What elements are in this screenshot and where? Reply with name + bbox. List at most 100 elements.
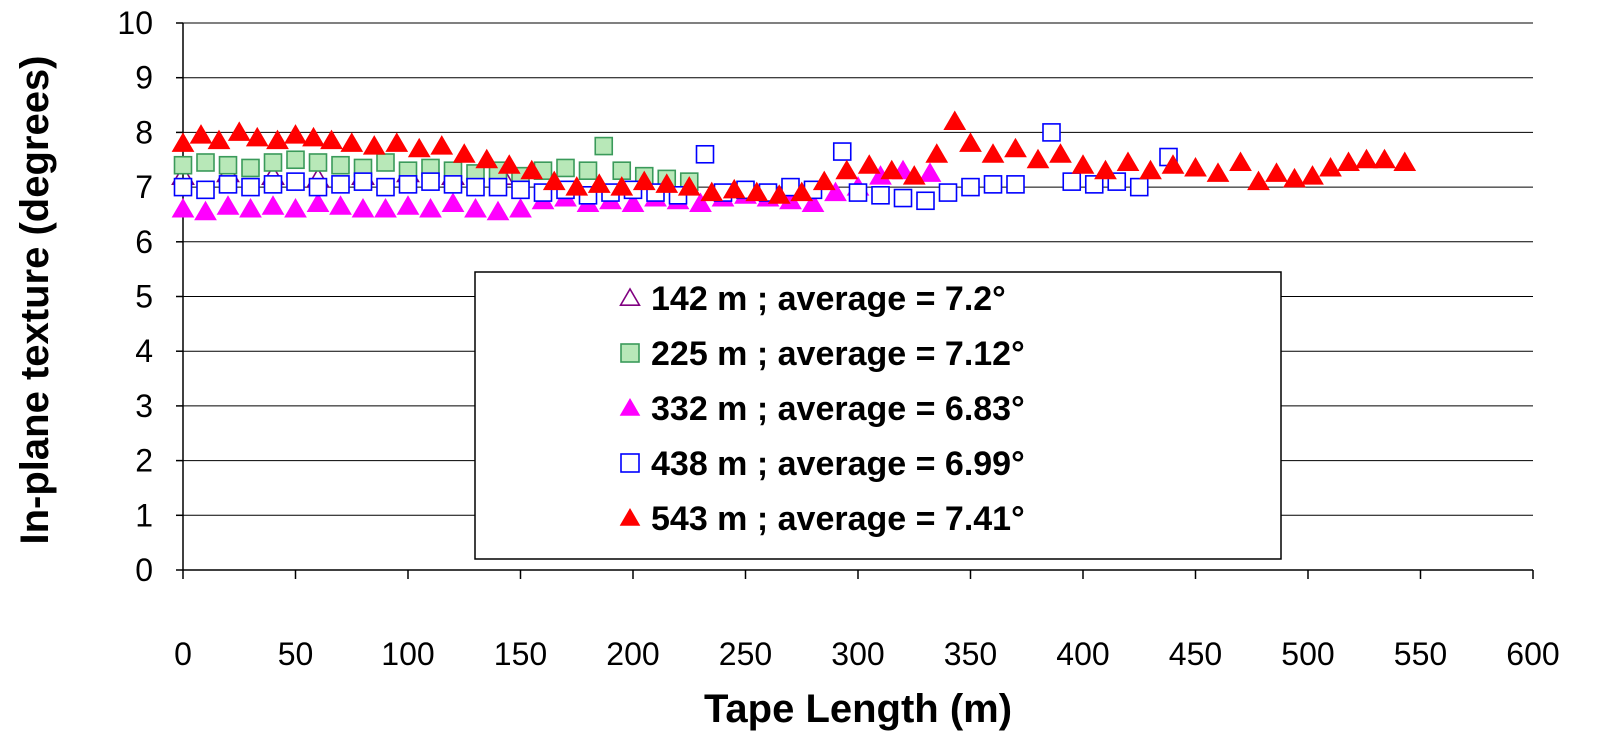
data-point	[196, 153, 215, 172]
data-point	[329, 195, 352, 215]
data-point	[1355, 148, 1378, 169]
data-point	[421, 172, 440, 191]
data-point	[189, 124, 213, 144]
data-point	[286, 172, 305, 191]
data-point	[398, 175, 418, 194]
data-point	[918, 162, 942, 182]
y-tick-label: 9	[135, 60, 153, 96]
x-tick-label: 500	[1281, 636, 1334, 672]
data-point	[171, 197, 195, 218]
x-tick-label: 150	[494, 636, 547, 672]
data-point	[981, 143, 1005, 163]
data-point	[1206, 162, 1230, 182]
data-point	[173, 155, 193, 175]
data-point	[353, 172, 373, 191]
data-point	[419, 197, 442, 218]
data-point	[632, 170, 656, 191]
data-point	[239, 197, 262, 218]
data-point	[509, 197, 532, 218]
data-point	[565, 176, 589, 196]
data-point	[218, 155, 238, 175]
data-point	[331, 175, 350, 194]
y-tick-label: 8	[135, 114, 153, 150]
legend: 142 m ; average = 7.2° 225 m ; average = …	[474, 271, 1282, 560]
data-point	[1337, 151, 1360, 171]
data-point	[266, 129, 289, 150]
legend-label: 332 m ; average = 6.83°	[651, 390, 1025, 428]
data-point	[284, 124, 307, 144]
axes	[176, 22, 1534, 579]
x-tick-label: 300	[831, 636, 884, 672]
data-point	[695, 144, 715, 164]
data-point	[475, 148, 499, 169]
data-point	[1229, 151, 1252, 171]
data-point	[848, 183, 868, 202]
x-tick-label: 50	[278, 636, 314, 672]
data-point	[511, 180, 530, 200]
x-tick-label: 450	[1169, 636, 1222, 672]
data-point	[320, 129, 343, 150]
data-point	[443, 175, 463, 194]
data-point	[1071, 154, 1095, 174]
data-point	[938, 183, 958, 202]
data-point	[261, 195, 285, 215]
data-point	[1247, 170, 1270, 191]
data-point	[362, 135, 386, 155]
data-point	[227, 121, 251, 141]
y-tick-label: 4	[135, 333, 153, 369]
data-point	[1042, 123, 1061, 142]
data-point	[218, 175, 238, 194]
x-tick-label: 0	[174, 636, 192, 672]
y-tick-label: 6	[135, 224, 153, 260]
data-point	[835, 159, 859, 180]
data-point	[556, 158, 575, 178]
y-tick-label: 1	[135, 497, 153, 533]
data-point	[497, 154, 521, 174]
data-point	[263, 153, 283, 172]
data-point	[916, 191, 935, 211]
data-point	[1004, 137, 1027, 158]
data-point	[173, 177, 193, 197]
data-point	[308, 177, 328, 197]
x-tick-label: 200	[606, 636, 659, 672]
data-point	[655, 173, 679, 193]
data-points	[171, 110, 1417, 221]
data-point	[1283, 167, 1306, 188]
data-point	[871, 186, 890, 205]
data-point	[824, 181, 847, 202]
legend-marker	[619, 508, 641, 526]
data-point	[466, 177, 485, 197]
data-point	[207, 129, 231, 150]
data-point	[578, 161, 598, 180]
data-point	[1049, 143, 1072, 163]
data-point	[587, 173, 611, 193]
legend-label: 225 m ; average = 7.12°	[651, 335, 1025, 373]
data-point	[430, 135, 454, 155]
data-point	[464, 197, 487, 218]
data-point	[812, 170, 836, 191]
data-point	[610, 176, 634, 196]
data-point	[374, 197, 397, 218]
data-point	[1393, 151, 1417, 171]
y-tick-label: 3	[135, 388, 153, 424]
data-point	[241, 158, 260, 178]
data-point	[284, 197, 307, 218]
data-point	[745, 181, 769, 202]
data-point	[1094, 159, 1117, 180]
data-point	[801, 192, 825, 213]
data-point	[245, 126, 269, 147]
data-point	[241, 177, 260, 197]
legend-marker	[620, 453, 640, 473]
y-tick-label: 2	[135, 443, 153, 479]
data-point	[880, 159, 904, 180]
data-point	[832, 142, 852, 161]
legend-marker	[620, 343, 640, 363]
data-point	[1084, 175, 1104, 194]
series-4-points	[171, 110, 1417, 204]
data-point	[488, 177, 508, 197]
data-point	[1026, 148, 1050, 169]
data-point	[486, 200, 510, 221]
data-point	[263, 175, 283, 194]
data-point	[677, 176, 701, 196]
